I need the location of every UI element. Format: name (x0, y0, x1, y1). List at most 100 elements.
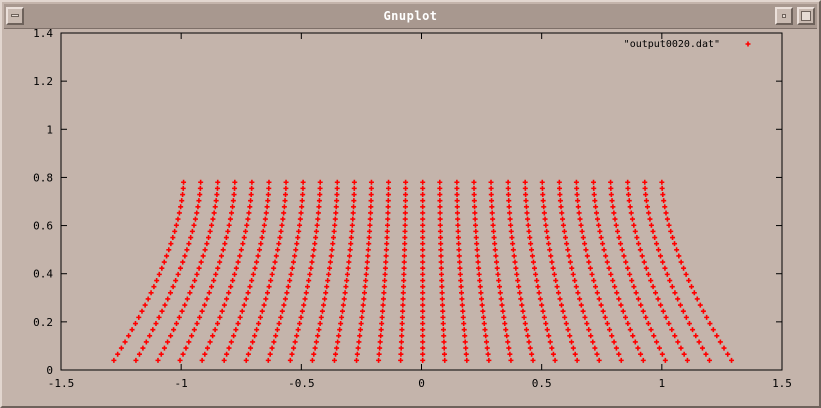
data-point (672, 290, 678, 296)
data-point (380, 296, 386, 302)
data-point (202, 247, 208, 253)
data-point (552, 357, 558, 363)
data-point (459, 302, 465, 308)
data-point (284, 290, 290, 296)
data-point (627, 327, 633, 333)
data-point (481, 314, 487, 320)
data-point (327, 259, 333, 265)
data-point (483, 333, 489, 339)
data-point (218, 253, 224, 259)
data-point (556, 179, 562, 185)
data-point (385, 198, 391, 204)
data-point (179, 308, 185, 314)
data-point (299, 198, 305, 204)
data-point (402, 235, 408, 241)
data-point (402, 198, 408, 204)
data-point (618, 357, 624, 363)
data-point (252, 265, 258, 271)
data-point (241, 302, 247, 308)
data-point (351, 198, 357, 204)
data-point (655, 247, 661, 253)
data-point (402, 228, 408, 234)
data-point (118, 345, 124, 351)
data-point (439, 271, 445, 277)
data-point (368, 210, 374, 216)
data-point (366, 235, 372, 241)
data-point (161, 345, 167, 351)
data-point (437, 216, 443, 222)
data-point (351, 179, 357, 185)
data-point (226, 290, 232, 296)
data-point (634, 235, 640, 241)
data-point (547, 247, 553, 253)
data-point (473, 235, 479, 241)
data-point (276, 241, 282, 247)
data-point (211, 210, 217, 216)
data-point (151, 284, 157, 290)
data-point (336, 333, 342, 339)
data-point (285, 284, 291, 290)
data-point (651, 333, 657, 339)
data-point (347, 247, 353, 253)
data-point (334, 198, 340, 204)
data-point (317, 321, 323, 327)
data-point (283, 185, 289, 191)
window-menu-button[interactable] (6, 7, 24, 25)
data-point (313, 228, 319, 234)
data-point (360, 308, 366, 314)
data-point (351, 204, 357, 210)
data-point (362, 284, 368, 290)
data-point (383, 259, 389, 265)
data-point (575, 204, 581, 210)
data-point (596, 222, 602, 228)
data-point (165, 296, 171, 302)
data-point (380, 302, 386, 308)
data-point (481, 321, 487, 327)
data-point (439, 284, 445, 290)
data-point (567, 333, 573, 339)
data-point (402, 210, 408, 216)
data-point (420, 192, 426, 198)
data-point (283, 192, 289, 198)
data-point (440, 302, 446, 308)
data-point (457, 265, 463, 271)
data-point (703, 351, 709, 357)
data-point (439, 296, 445, 302)
data-point (420, 210, 426, 216)
data-point (384, 235, 390, 241)
data-point (215, 265, 221, 271)
data-point (482, 327, 488, 333)
data-point (576, 210, 582, 216)
y-tick-label: 0.6 (33, 220, 53, 233)
data-point (488, 192, 494, 198)
data-point (292, 253, 298, 259)
data-point (439, 278, 445, 284)
data-point (441, 339, 447, 345)
data-point (437, 210, 443, 216)
data-point (546, 241, 552, 247)
data-point (462, 333, 468, 339)
data-point (401, 278, 407, 284)
data-point (619, 247, 625, 253)
data-point (384, 228, 390, 234)
data-point (350, 210, 356, 216)
data-point (330, 235, 336, 241)
title-bar[interactable]: Gnuplot (4, 4, 817, 29)
data-point (311, 351, 317, 357)
data-point (180, 351, 186, 357)
data-point (232, 185, 238, 191)
data-point (200, 253, 206, 259)
data-point (690, 327, 696, 333)
data-point (192, 216, 198, 222)
data-point (381, 284, 387, 290)
maximize-button[interactable] (797, 7, 815, 25)
data-point (565, 327, 571, 333)
data-point (315, 216, 321, 222)
data-point (676, 253, 682, 259)
data-point (316, 204, 322, 210)
minimize-button[interactable] (775, 7, 793, 25)
data-point (175, 216, 181, 222)
data-point (489, 210, 495, 216)
y-tick-label: 0.2 (33, 316, 53, 329)
data-point (667, 278, 673, 284)
